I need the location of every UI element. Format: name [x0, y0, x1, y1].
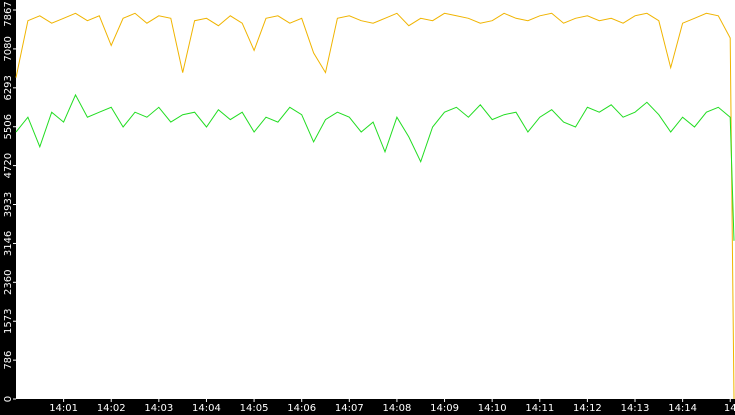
x-tick-label: 14:04: [192, 403, 221, 414]
x-tick-label: 14: [724, 403, 735, 414]
y-tick-label: 786: [3, 351, 14, 370]
series-line: [15, 93, 735, 241]
x-tick-label: 14:03: [144, 403, 173, 414]
y-tick-label: 4720: [3, 153, 14, 178]
y-tick-label: 6293: [3, 75, 14, 100]
x-tick-label: 14:11: [525, 403, 554, 414]
plot-area: [16, 0, 735, 399]
y-tick-label: 3146: [3, 231, 14, 256]
x-tick-label: 14:02: [97, 403, 126, 414]
series-line: [15, 12, 735, 400]
x-tick-label: 14:05: [240, 403, 269, 414]
y-tick-label: 7867: [3, 1, 14, 26]
x-tick-label: 14:01: [49, 403, 78, 414]
x-tick-label: 14:09: [430, 403, 459, 414]
y-tick-label: 7080: [3, 36, 14, 61]
y-tick-label: 2360: [3, 270, 14, 295]
x-tick-label: 14:10: [478, 403, 507, 414]
y-tick-label: 3933: [3, 192, 14, 217]
x-tick-label: 14:07: [335, 403, 364, 414]
y-tick-label: 5506: [3, 114, 14, 139]
x-tick-label: 14:12: [573, 403, 602, 414]
y-tick-label: 0: [3, 396, 14, 402]
y-tick-label: 1573: [3, 308, 14, 333]
x-tick-label: 14:08: [383, 403, 412, 414]
x-tick-label: 14:06: [287, 403, 316, 414]
x-tick-label: 14:13: [621, 403, 650, 414]
x-tick-label: 14:14: [668, 403, 697, 414]
